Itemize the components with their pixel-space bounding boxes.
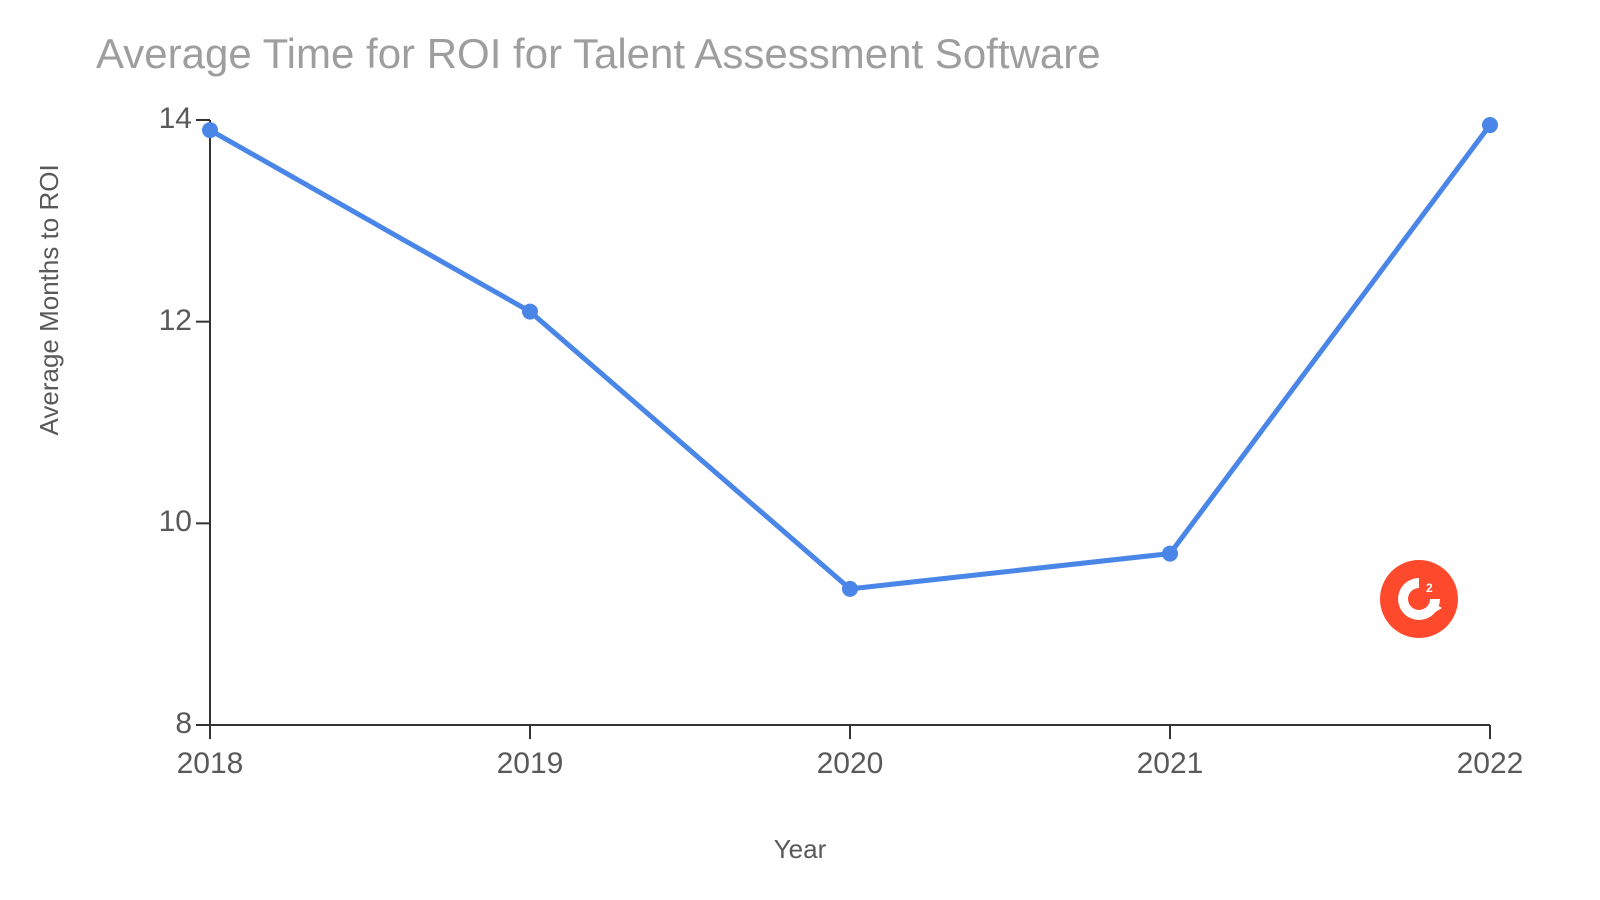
g2-logo-icon: 2: [1380, 560, 1458, 638]
x-tick-label: 2020: [800, 747, 900, 781]
chart-container: Average Time for ROI for Talent Assessme…: [0, 0, 1600, 900]
y-tick-label: 14: [132, 102, 192, 136]
x-tick-label: 2019: [480, 747, 580, 781]
x-tick-label: 2018: [160, 747, 260, 781]
y-axis-label: Average Months to ROI: [34, 164, 65, 435]
svg-text:2: 2: [1426, 581, 1433, 595]
x-tick-label: 2022: [1440, 747, 1540, 781]
y-tick-label: 10: [132, 505, 192, 539]
chart-title: Average Time for ROI for Talent Assessme…: [96, 30, 1101, 78]
plot-area: [210, 120, 1490, 725]
y-tick-label: 8: [132, 707, 192, 741]
y-tick-label: 12: [132, 304, 192, 338]
chart-svg: [210, 120, 1490, 725]
x-tick-label: 2021: [1120, 747, 1220, 781]
x-axis-label: Year: [774, 834, 827, 865]
